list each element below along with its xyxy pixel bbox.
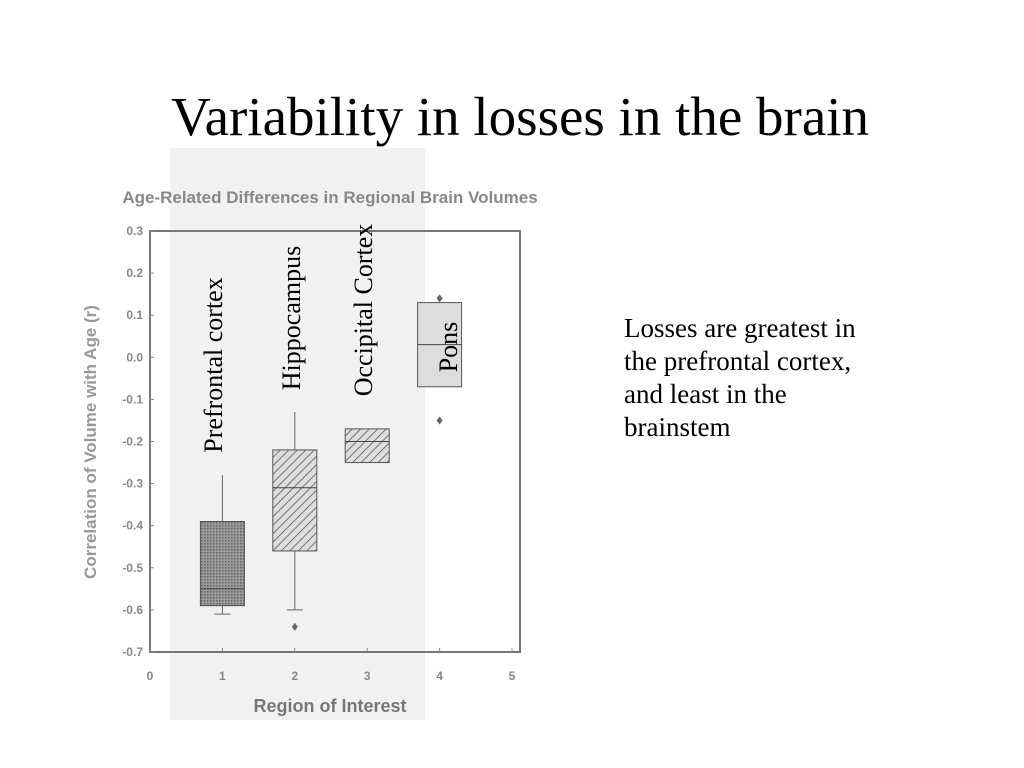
- outlier: [291, 622, 298, 631]
- box-label: Prefrontal cortex: [199, 277, 228, 452]
- y-tick-label: 0.2: [126, 266, 143, 280]
- y-axis-label: Correlation of Volume with Age (r): [81, 305, 100, 579]
- y-tick-label: -0.4: [122, 519, 143, 533]
- x-tick-label: 3: [364, 669, 371, 683]
- outlier: [436, 294, 443, 303]
- chart-title: Age-Related Differences in Regional Brai…: [122, 188, 537, 207]
- slide-title: Variability in losses in the brain: [171, 86, 869, 147]
- y-tick-label: -0.5: [122, 561, 143, 575]
- y-tick-label: 0.0: [126, 350, 143, 364]
- x-tick-label: 2: [291, 669, 298, 683]
- y-tick-label: -0.7: [122, 645, 143, 659]
- y-tick-label: -0.2: [122, 435, 143, 449]
- x-tick-label: 0: [147, 669, 154, 683]
- body-text: Losses are greatest in the prefrontal co…: [624, 313, 856, 442]
- y-tick-label: -0.1: [122, 392, 143, 406]
- x-tick-label: 4: [436, 669, 443, 683]
- box: [344, 428, 390, 464]
- y-tick-label: 0.3: [126, 224, 143, 238]
- y-tick-label: 0.1: [126, 308, 143, 322]
- box: [199, 520, 245, 607]
- x-axis-label: Region of Interest: [253, 696, 406, 716]
- y-tick-label: -0.6: [122, 603, 143, 617]
- y-tick-label: -0.3: [122, 477, 143, 491]
- x-tick-label: 1: [219, 669, 226, 683]
- outlier: [436, 416, 443, 425]
- box-label: Hippocampus: [277, 246, 306, 390]
- box-label: Occipital Cortex: [349, 224, 378, 397]
- box: [272, 449, 318, 552]
- x-tick-label: 5: [509, 669, 516, 683]
- box-label: Pons: [434, 322, 463, 373]
